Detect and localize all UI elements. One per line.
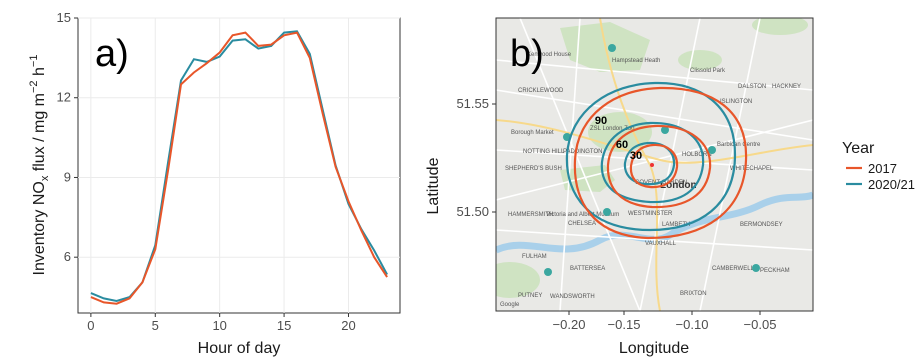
contours-2020-21 (565, 81, 737, 232)
panel-a: 0 5 10 15 20 6 9 12 15 a) Hour of day Inventory… (28, 10, 401, 357)
panel-b-label: b) (510, 33, 544, 75)
panel-b-x-axis-label: Longitude (619, 340, 689, 357)
map-label-dalston: DALSTON (738, 84, 766, 90)
panel-a-y-tick-label: 15 (57, 10, 71, 25)
map-roads (496, 18, 813, 311)
panel-a-x-tick-label: 0 (87, 318, 94, 333)
wandsworth-park (496, 262, 540, 298)
map-label-clissold: Clissold Park (690, 68, 726, 74)
map-label-lambeth: LAMBETH (662, 222, 690, 228)
map-label-battersea: BATTERSEA (570, 266, 605, 272)
map-label-brixton: BRIXTON (680, 291, 707, 297)
contours-2017 (573, 86, 748, 240)
poi-pin-icon (661, 126, 669, 134)
map-label-chelsea: CHELSEA (568, 221, 596, 227)
poi-pin-icon (708, 146, 716, 154)
panel-b-x-tick-label: −0.05 (744, 317, 777, 332)
panel-a-y-axis-label: Inventory NOx flux / mg m−2 h−1 (28, 55, 51, 276)
panel-a-label: a) (95, 33, 129, 75)
panel-a-plot-area (77, 17, 401, 314)
panel-a-x-tick-label: 15 (277, 318, 291, 333)
contour-2017-90 (573, 86, 748, 240)
map-label-camberwell: CAMBERWELL (712, 266, 755, 272)
panel-a-x-axis-label: Hour of day (198, 340, 281, 357)
map-label-cricklewood: CRICKLEWOOD (518, 88, 564, 94)
poi-pin-icon (544, 268, 552, 276)
map-label-notting-hill: NOTTING HILL (523, 149, 565, 155)
ylabel-h: h (31, 67, 48, 80)
map-background: CRICKLEWOOD NOTTING HILL PADDINGTON SHEP… (496, 18, 813, 311)
map-label-hammersmith: HAMMERSMITH (508, 212, 553, 218)
panel-b-y-tick-label: 51.50 (456, 204, 489, 219)
map-label-barbican: Barbican Centre (717, 142, 761, 148)
panel-a-y-tick-label: 9 (64, 169, 71, 184)
contour-2020-30 (623, 141, 676, 186)
panel-b-y-tick-label: 51.55 (456, 96, 489, 111)
tower-location-marker (650, 163, 654, 167)
ylabel-rest: flux / mg m (31, 93, 48, 176)
map-label-paddington: PADDINGTON (563, 149, 602, 155)
legend: Year 2017 2020/21 (842, 140, 915, 192)
panel-a-x-tick-label: 10 (212, 318, 226, 333)
map-label-whitechapel: WHITECHAPEL (730, 166, 774, 172)
map-label-islington: ISLINGTON (720, 99, 752, 105)
map-label-hampstead: Hampstead Heath (612, 58, 660, 64)
panel-a-series (90, 30, 388, 305)
contour-2020-60 (600, 121, 705, 204)
contour-2017-30 (629, 143, 679, 189)
ylabel-sup2: −1 (28, 55, 40, 68)
legend-title: Year (842, 140, 875, 157)
panel-b-y-ticks: 51.55 51.50 (456, 96, 496, 219)
google-attribution: Google (500, 302, 520, 308)
series-line-2017 (90, 31, 388, 305)
ylabel-main: Inventory NO (31, 181, 48, 275)
map-base (496, 18, 813, 311)
map-label-hackney: HACKNEY (772, 84, 801, 90)
map-label-zsl: ZSL London Zoo (590, 126, 635, 132)
panel-a-x-tick-label: 5 (152, 318, 159, 333)
map-label-wandsworth: WANDSWORTH (550, 294, 595, 300)
map-label-london: London (660, 180, 697, 191)
contour-2020-90 (565, 81, 737, 232)
map-label-shepherds-bush: SHEPHERD'S BUSH (505, 166, 562, 172)
map-label-westminster: WESTMINSTER (628, 211, 673, 217)
panel-a-y-ticks: 6 9 12 15 (57, 10, 78, 264)
map-label-borough-market: Borough Market (511, 130, 554, 136)
panel-b-x-tick-label: −0.20 (553, 317, 586, 332)
contour-label-30: 30 (630, 150, 642, 162)
poi-pin-icon (752, 264, 760, 272)
legend-label-2017: 2017 (868, 161, 897, 176)
legend-label-2020-21: 2020/21 (868, 177, 915, 192)
map-label-kenwood: Kenwood House (527, 52, 572, 58)
panel-b-x-ticks: −0.20 −0.15 −0.10 −0.05 (553, 311, 777, 332)
contour-2017-60 (606, 124, 712, 209)
map-label-holborn: HOLBORN (682, 152, 712, 158)
ylabel-sup1: −2 (28, 80, 40, 93)
panel-b-y-axis-label: Latitude (425, 157, 442, 214)
contour-label-90: 90 (595, 115, 607, 127)
map-label-vauxhall: VAUXHALL (645, 241, 677, 247)
panel-a-x-tick-label: 20 (341, 318, 355, 333)
panel-b-frame (495, 17, 814, 312)
panel-a-y-tick-label: 6 (64, 249, 71, 264)
ylabel-subscript: x (39, 175, 51, 181)
map-label-peckham: PECKHAM (760, 268, 790, 274)
poi-pin-icon (603, 208, 611, 216)
panel-b: CRICKLEWOOD NOTTING HILL PADDINGTON SHEP… (425, 17, 915, 357)
wildlife-trust-park (752, 18, 808, 35)
panel-b-x-tick-label: −0.10 (676, 317, 709, 332)
panel-b-x-tick-label: −0.15 (608, 317, 641, 332)
panel-a-y-tick-label: 12 (57, 90, 71, 105)
poi-pin-icon (608, 44, 616, 52)
map-label-putney: PUTNEY (518, 293, 542, 299)
contour-label-60: 60 (616, 139, 628, 151)
panel-a-grid (78, 17, 400, 313)
map-label-fulham: FULHAM (522, 254, 547, 260)
panel-a-x-ticks: 0 5 10 15 20 (87, 313, 356, 333)
map-label-va-museum: Victoria and Albert Museum (546, 212, 619, 218)
map-label-bermondsey: BERMONDSEY (740, 222, 783, 228)
clissold-park (678, 50, 722, 70)
